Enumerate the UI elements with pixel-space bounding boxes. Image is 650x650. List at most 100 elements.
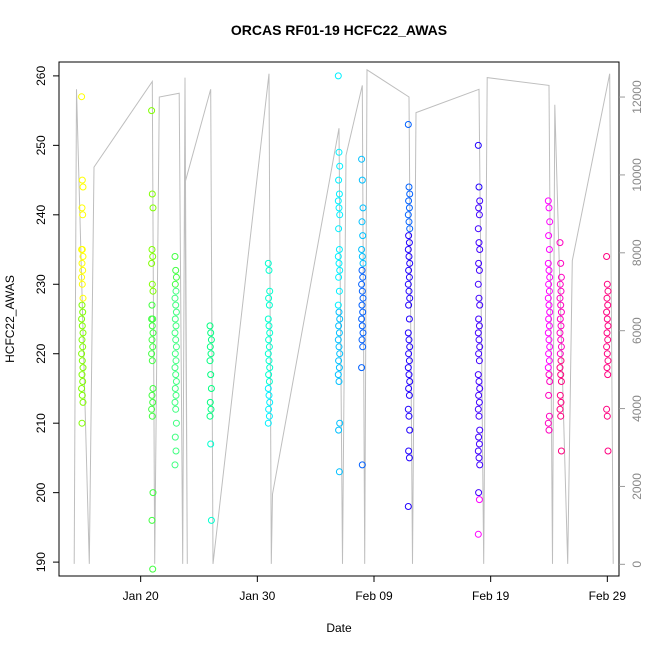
data-point (406, 190, 414, 198)
data-point (206, 343, 214, 351)
data-point (358, 287, 366, 295)
data-point (557, 398, 565, 406)
data-point (149, 204, 157, 212)
data-point (556, 315, 564, 323)
data-point (172, 322, 180, 330)
data-point (336, 211, 344, 219)
data-point (78, 371, 86, 379)
data-point (405, 385, 413, 392)
data-point (334, 301, 342, 309)
data-point (265, 412, 273, 420)
data-point (359, 308, 367, 316)
data-point (149, 329, 157, 337)
data-point (358, 266, 366, 274)
data-point (78, 204, 86, 212)
data-point (335, 308, 343, 316)
data-point (544, 294, 552, 302)
data-point (545, 357, 553, 365)
data-point (476, 246, 484, 253)
data-point (265, 391, 273, 399)
data-point (603, 350, 611, 358)
data-point (404, 329, 412, 337)
data-point (359, 294, 367, 302)
data-point (206, 398, 214, 406)
data-point (475, 378, 483, 385)
data-point (78, 336, 86, 344)
data-point (603, 329, 611, 337)
data-point (171, 433, 179, 441)
data-point (266, 329, 274, 337)
data-point (603, 412, 611, 420)
data-point (474, 225, 482, 233)
data-point (78, 385, 86, 392)
secondary-line (73, 68, 614, 564)
data-point (206, 357, 214, 365)
data-point (79, 183, 87, 191)
data-point (358, 461, 366, 469)
data-point (79, 364, 87, 372)
data-point (557, 357, 565, 365)
y2-tick-label: 8000 (630, 239, 644, 266)
data-point (358, 315, 366, 323)
data-point (335, 259, 343, 267)
data-point (474, 447, 482, 455)
y2-tick-label: 0 (630, 561, 644, 568)
data-point (545, 266, 553, 274)
data-point (335, 329, 343, 337)
data-point (556, 280, 564, 288)
y2-axis: 0 2000 4000 6000 8000 10000 12000 (619, 80, 644, 568)
data-point (557, 447, 565, 455)
data-point (603, 308, 611, 316)
data-point (405, 218, 413, 226)
data-point (476, 197, 484, 205)
data-point (207, 336, 215, 344)
data-point (557, 336, 565, 344)
x-tick-label: Jan 30 (239, 589, 275, 603)
data-point (266, 287, 274, 295)
data-point (475, 322, 483, 330)
data-point (475, 440, 483, 448)
data-point (474, 141, 482, 149)
data-point (544, 419, 552, 427)
y-axis-label: HCFC22_AWAS (3, 275, 17, 363)
data-point (475, 204, 483, 212)
data-point (149, 343, 157, 351)
data-point (404, 503, 412, 510)
data-point (334, 197, 342, 205)
data-point (172, 308, 180, 316)
data-point (207, 516, 215, 524)
data-point (336, 315, 344, 323)
data-point (207, 350, 215, 358)
data-point (557, 301, 565, 309)
data-point (172, 301, 180, 309)
data-point (79, 308, 87, 316)
data-point (545, 371, 553, 379)
data-point (544, 259, 552, 267)
data-point (557, 308, 565, 316)
data-point (78, 93, 86, 101)
data-point (546, 218, 554, 226)
data-point (78, 273, 86, 281)
data-point (79, 294, 87, 302)
data-point (545, 391, 553, 399)
data-point (78, 357, 86, 365)
data-point (171, 398, 179, 406)
data-point (148, 246, 156, 253)
data-point (148, 315, 156, 323)
data-point (476, 385, 484, 392)
data-point (336, 162, 344, 170)
data-point (359, 273, 367, 281)
data-point (79, 253, 87, 260)
data-point (546, 308, 554, 316)
data-point (406, 378, 414, 385)
data-point (404, 246, 412, 253)
data-point (475, 398, 483, 406)
data-point (557, 322, 565, 330)
data-point (335, 273, 343, 281)
data-point (148, 190, 156, 198)
data-point (475, 294, 483, 302)
data-point (406, 343, 414, 351)
data-point (78, 391, 86, 399)
data-point (359, 329, 367, 337)
